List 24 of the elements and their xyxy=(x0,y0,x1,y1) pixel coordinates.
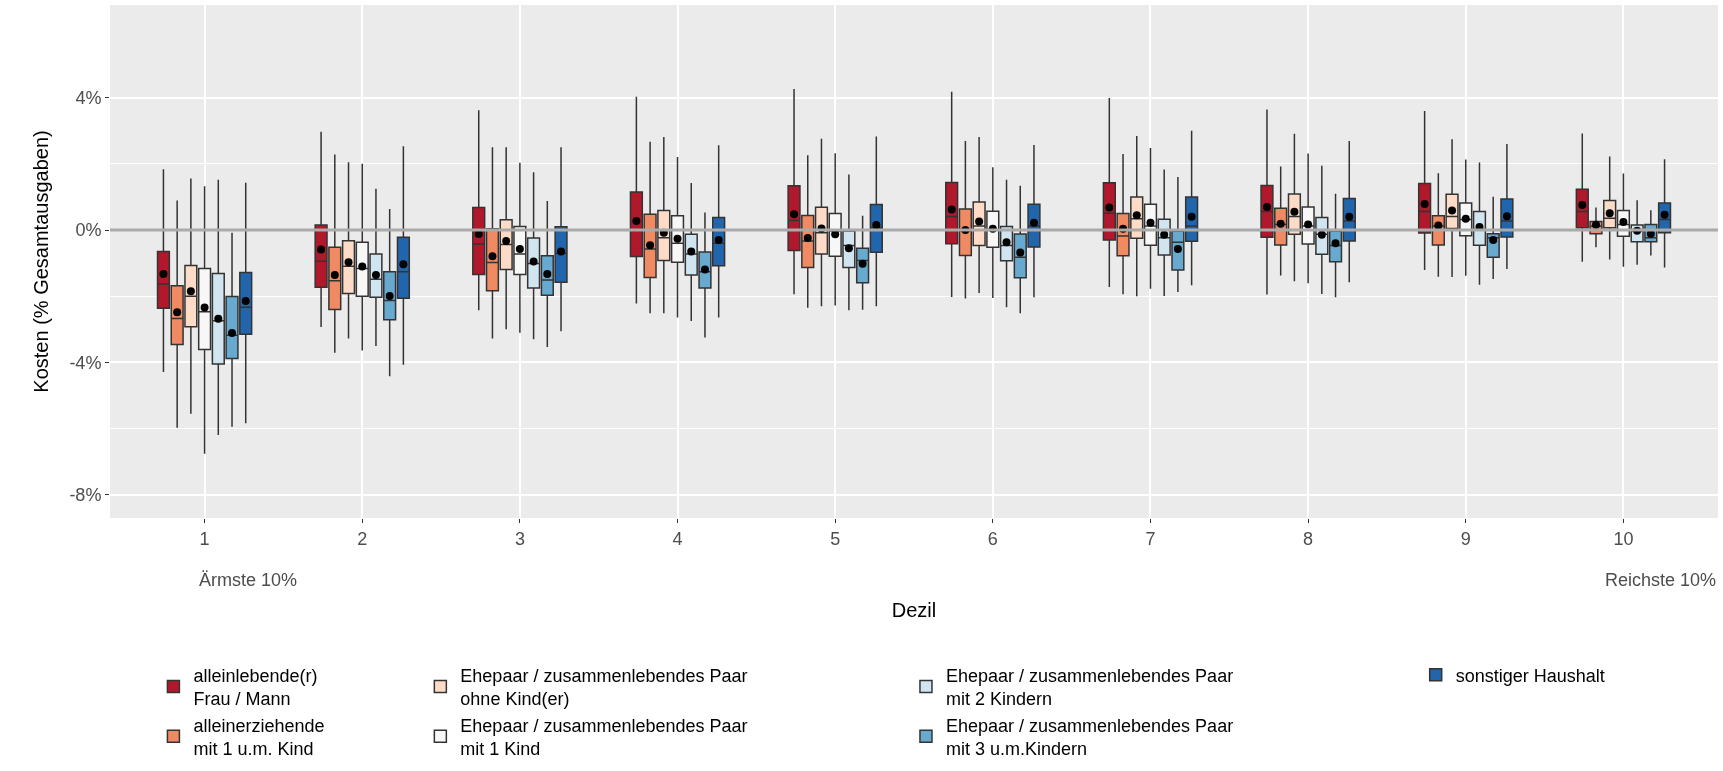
y-axis-title: Kosten (% Gesamtausgaben) xyxy=(29,130,52,393)
x-tick-label: 4 xyxy=(672,528,683,549)
x-tick-label: 10 xyxy=(1613,528,1634,549)
x-tick-label: 7 xyxy=(1145,528,1156,549)
y-tick-label: 0% xyxy=(75,220,102,241)
x-tick-label: 9 xyxy=(1460,528,1471,549)
y-tick-label: 4% xyxy=(75,87,102,108)
legend-label: sonstiger Haushalt xyxy=(1455,665,1605,686)
legend-label: Ehepaar / zusammenlebendes Paar ohne Kind(er) xyxy=(460,665,748,710)
x-tick-label: 3 xyxy=(514,528,525,549)
legend-label: Ehepaar / zusammenlebendes Paar mit 3 u.m.Kindern xyxy=(945,715,1234,759)
x-tick-label: 5 xyxy=(830,528,841,549)
legend-label: Ehepaar / zusammenlebendes Paar mit 2 Kindern xyxy=(945,665,1234,710)
legend-label: Ehepaar / zusammenlebendes Paar mit 1 Kind xyxy=(460,715,748,759)
x-axis-title: Dezil xyxy=(891,599,937,622)
text: Reichste 10% xyxy=(1605,570,1717,590)
x-tick-label: 8 xyxy=(1303,528,1314,549)
y-tick-label: -8% xyxy=(69,485,102,506)
legend-label: alleinerziehende mit 1 u.m. Kind xyxy=(193,715,325,759)
y-tick-label: -4% xyxy=(69,352,102,373)
text: Ärmste 10% xyxy=(199,570,298,590)
x-tick-label: 6 xyxy=(987,528,998,549)
x-tick-label: 1 xyxy=(199,528,210,549)
x-tick-label: 2 xyxy=(357,528,368,549)
